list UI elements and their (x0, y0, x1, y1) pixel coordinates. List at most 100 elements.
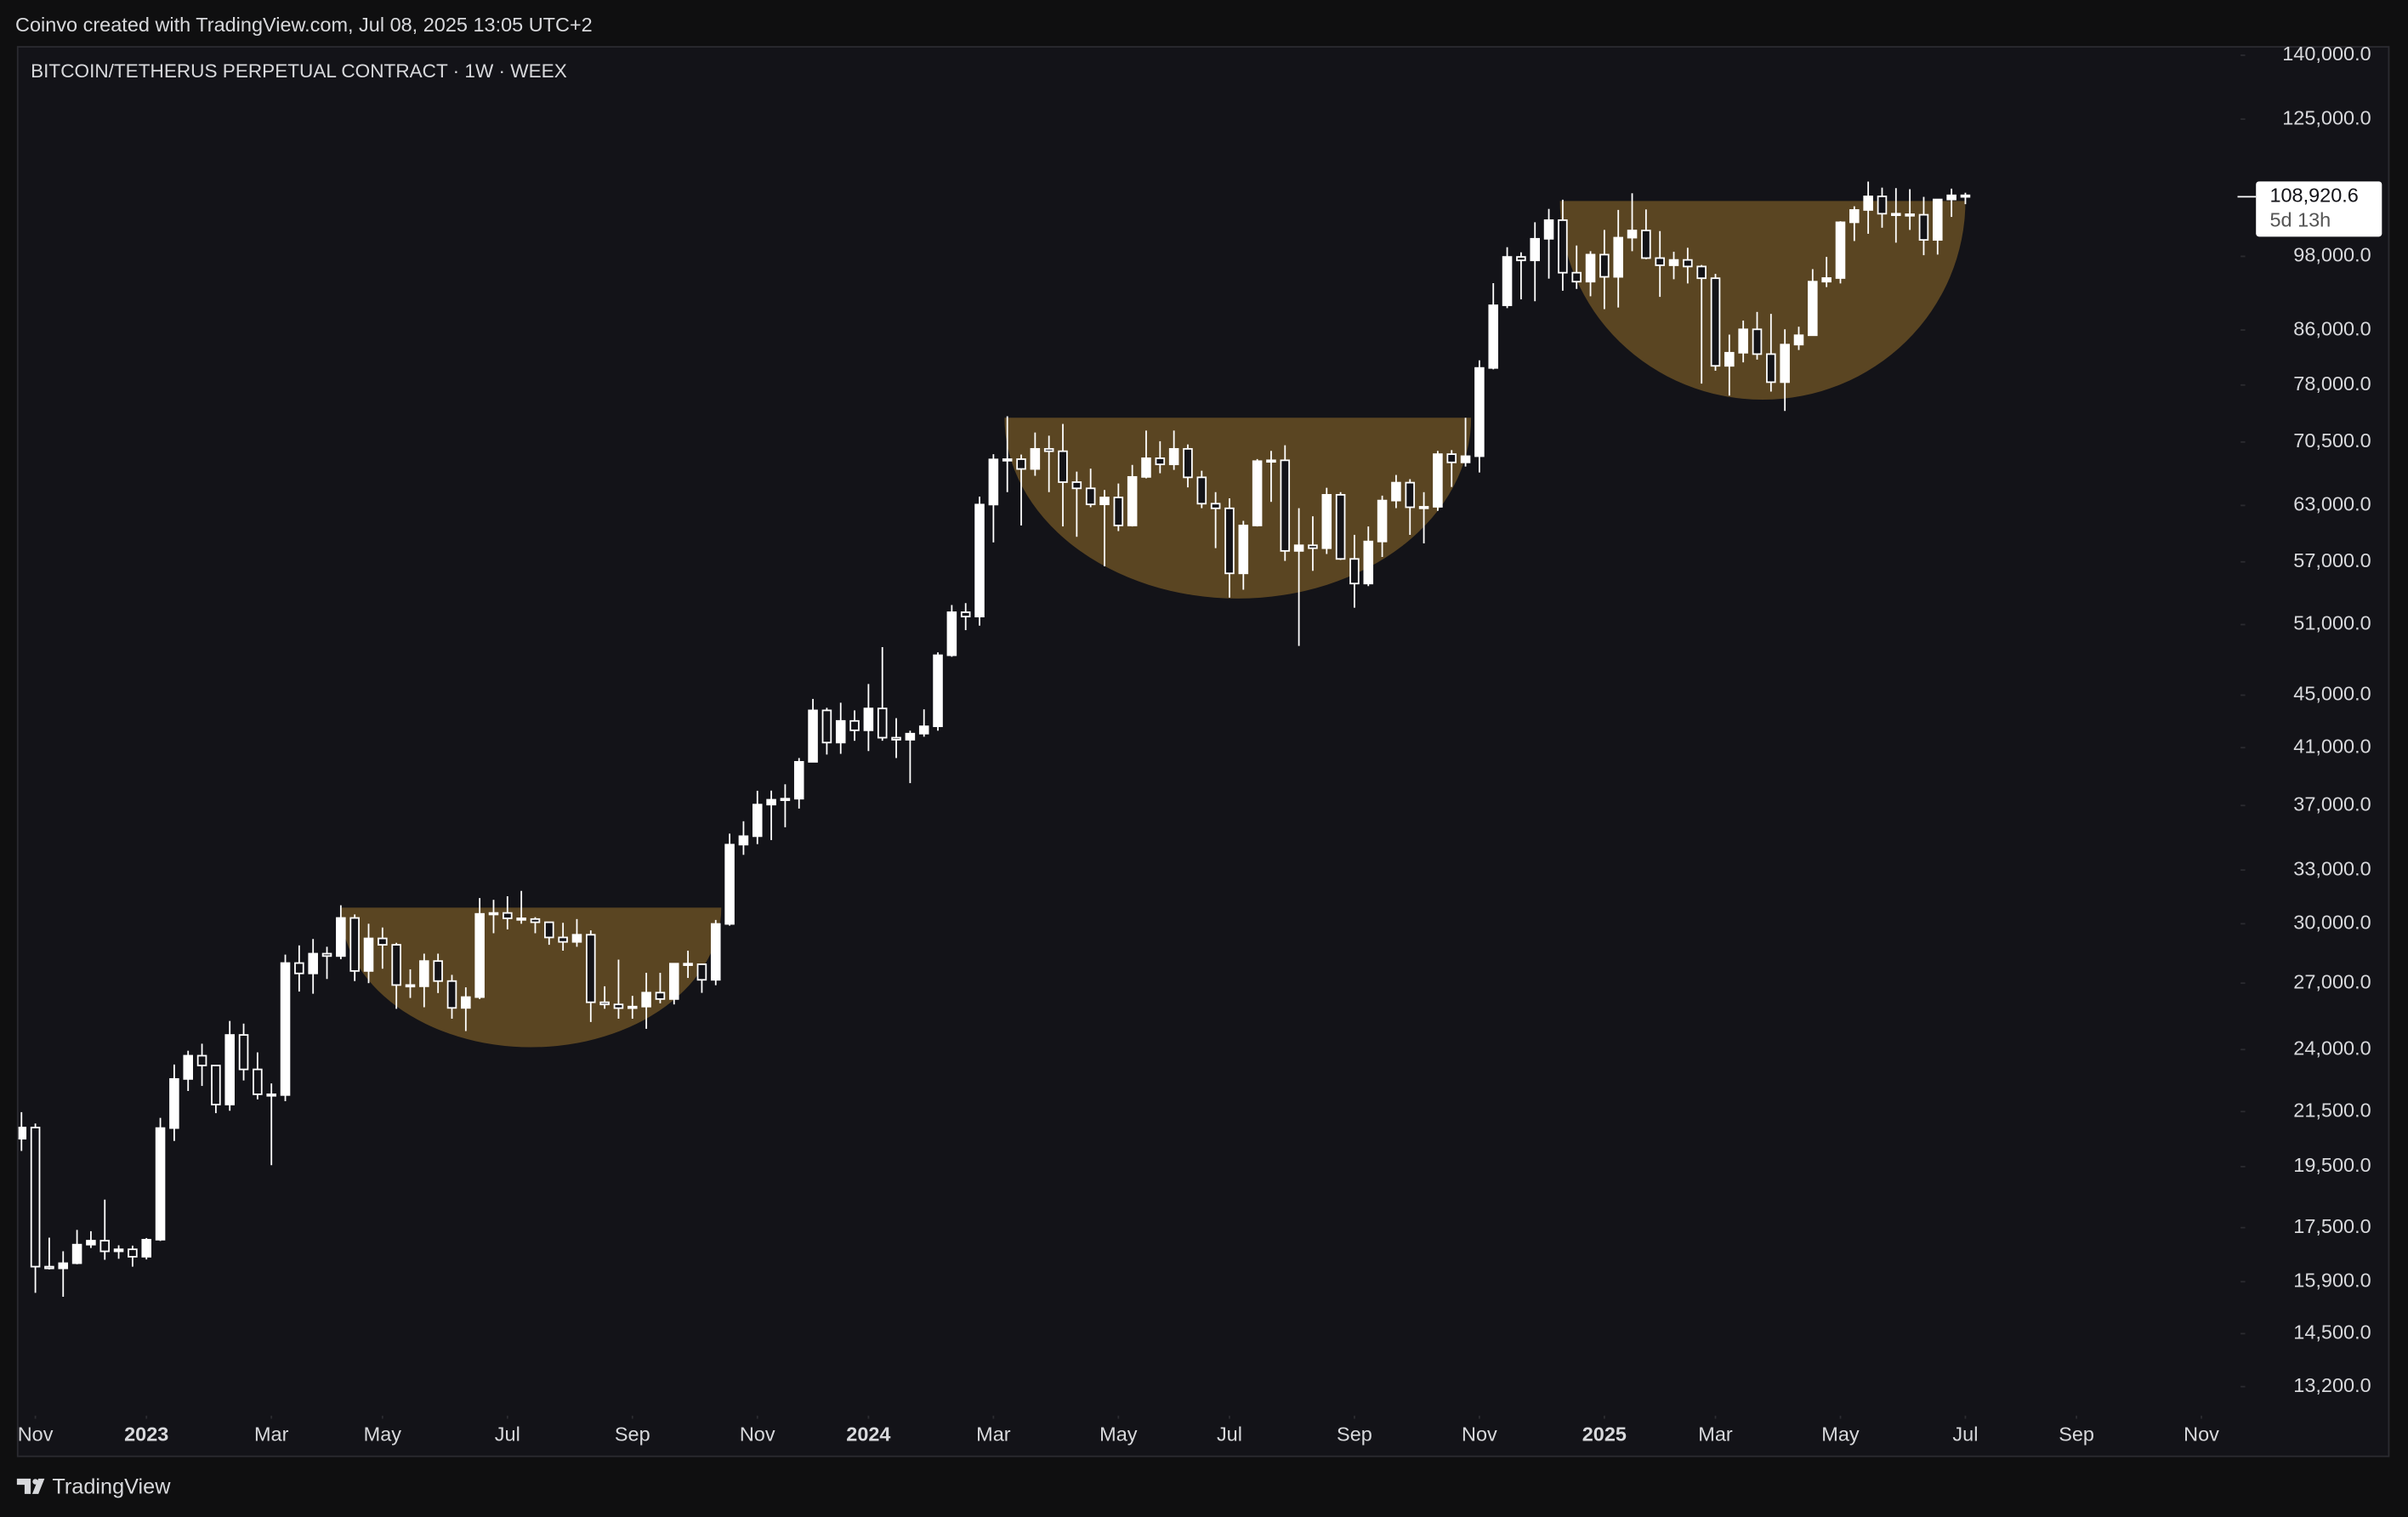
candle (849, 710, 860, 741)
candle-body (1641, 230, 1651, 259)
candle (280, 954, 291, 1101)
candle (503, 895, 513, 929)
candle-body (1516, 256, 1526, 262)
candle (780, 784, 791, 827)
candle-body (446, 980, 457, 1009)
candle-body (1113, 497, 1124, 526)
candle-body (1613, 236, 1623, 278)
candle-body (918, 725, 929, 735)
candle (766, 790, 776, 840)
candle-body (710, 923, 721, 981)
candle (1655, 230, 1665, 298)
candle-body (1058, 450, 1068, 483)
candle-body (378, 937, 388, 946)
candle-body (1863, 196, 1873, 211)
candle-body (599, 1001, 610, 1006)
candle-body (683, 963, 693, 966)
candle-body (474, 912, 485, 998)
candle (336, 905, 346, 960)
candle-body (1238, 525, 1249, 575)
candle (1558, 199, 1568, 291)
candle (1543, 208, 1554, 279)
candle (1002, 416, 1013, 492)
candle-body (1849, 209, 1860, 224)
y-tick-label: 140,000.0 (2282, 43, 2371, 65)
candle (1530, 222, 1541, 302)
candle (446, 974, 457, 1019)
candle-body (1308, 544, 1318, 549)
candle-body (321, 952, 332, 957)
candle-body (752, 804, 763, 838)
y-tick-label: 33,000.0 (2293, 857, 2371, 879)
candle-body (1835, 221, 1846, 279)
x-tick-label: 2023 (124, 1423, 168, 1446)
candle (586, 930, 596, 1022)
y-tick-label: 15,900.0 (2293, 1269, 2371, 1291)
candle (1127, 464, 1138, 527)
candle-body (1752, 328, 1763, 355)
candle (891, 718, 901, 758)
candle-body (1210, 503, 1221, 509)
y-tick-label: 41,000.0 (2293, 735, 2371, 757)
candle (1571, 245, 1582, 289)
candle (1183, 444, 1193, 488)
candle (1585, 251, 1596, 297)
candle (599, 986, 610, 1009)
candle (1933, 198, 1943, 255)
candle (294, 945, 304, 992)
candle-body (1002, 458, 1013, 462)
candle-body (946, 611, 957, 656)
candle (1433, 451, 1443, 511)
logo-dot (32, 1479, 38, 1485)
candle-body (1293, 544, 1304, 552)
candle (363, 923, 374, 984)
candle (655, 973, 666, 1003)
candle (1668, 252, 1679, 280)
candle (1058, 423, 1068, 527)
candle (30, 1123, 41, 1293)
candle-body (1488, 304, 1499, 369)
candle-body (1141, 457, 1151, 478)
candle-body (1391, 481, 1401, 502)
candle-body (141, 1238, 152, 1258)
y-tick-label: 30,000.0 (2293, 912, 2371, 934)
candle (668, 963, 679, 1005)
candle (1016, 454, 1026, 526)
candle-body (1418, 506, 1429, 509)
candle-body (503, 912, 513, 919)
candle (71, 1230, 82, 1264)
candle-body (99, 1240, 111, 1253)
candle-body (766, 798, 776, 806)
candle (405, 969, 416, 998)
candle-body (113, 1248, 124, 1253)
candle-body (86, 1240, 96, 1246)
y-tick-label: 51,000.0 (2293, 612, 2371, 634)
candle (1155, 440, 1166, 474)
candle-body (1543, 219, 1554, 240)
header-text: Coinvo created with TradingView.com, Jul… (15, 14, 593, 36)
candle (905, 730, 916, 783)
candle (349, 914, 360, 981)
candle (1446, 450, 1457, 487)
candle (1863, 181, 1873, 234)
candle (474, 898, 485, 999)
candle (1210, 491, 1221, 548)
y-tick-label: 37,000.0 (2293, 793, 2371, 815)
candle-body (558, 936, 568, 943)
candle-body (1016, 458, 1026, 470)
candle (571, 918, 582, 947)
candle (1905, 189, 1915, 230)
candle (321, 946, 332, 980)
candle-body (196, 1054, 207, 1066)
x-tick-label: Jul (495, 1423, 520, 1446)
x-tick-label: Nov (740, 1423, 775, 1446)
candle-body (960, 611, 971, 617)
candle-body (1085, 487, 1096, 506)
candle (628, 996, 638, 1019)
candle (308, 939, 318, 994)
candle (516, 890, 526, 924)
candle (128, 1245, 138, 1267)
x-tick-label: Sep (1337, 1423, 1372, 1446)
candle (1335, 491, 1346, 560)
